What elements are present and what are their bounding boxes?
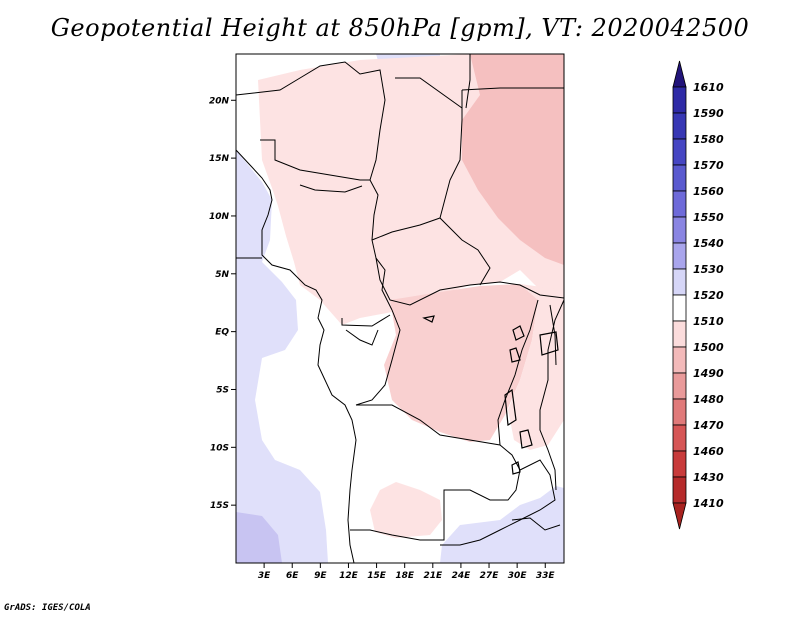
colorbar-label: 1570 bbox=[693, 159, 724, 172]
lon-tick-label: 12E bbox=[339, 571, 359, 581]
ocean-low-west bbox=[236, 150, 328, 563]
colorbar-swatch bbox=[672, 138, 687, 166]
colorbar-label: 1530 bbox=[693, 263, 724, 276]
border-line bbox=[395, 77, 463, 109]
colorbar-label: 1510 bbox=[693, 315, 724, 328]
border-line bbox=[375, 257, 565, 306]
colorbar-swatch bbox=[672, 190, 687, 218]
border-line bbox=[439, 90, 463, 219]
lake-outline bbox=[539, 331, 559, 356]
lon-tick-label: 27E bbox=[480, 571, 500, 581]
high-central-basin bbox=[384, 284, 538, 442]
ocean-low-southwest bbox=[236, 512, 282, 563]
lon-tick-label: 21E bbox=[423, 571, 443, 581]
colorbar-swatch bbox=[672, 424, 687, 452]
high-east bbox=[508, 284, 564, 450]
country-borders bbox=[235, 54, 565, 564]
colorbar-swatch bbox=[672, 216, 687, 244]
colorbar-label: 1610 bbox=[693, 81, 724, 94]
colorbar-swatch bbox=[672, 86, 687, 114]
colorbar-label: 1480 bbox=[693, 393, 724, 406]
border-line bbox=[461, 87, 564, 91]
lat-tick-label: 15S bbox=[210, 501, 229, 511]
colorbar: 1610 1590 1580 1570 1560 1550 1540 1530 1520 1510… bbox=[672, 60, 724, 530]
border-line bbox=[341, 314, 391, 327]
colorbar-swatch bbox=[672, 294, 687, 322]
lake-outline bbox=[504, 388, 517, 427]
map-frame bbox=[235, 53, 565, 564]
colorbar-label: 1540 bbox=[693, 237, 724, 250]
border-line bbox=[355, 309, 401, 406]
border-line bbox=[260, 139, 370, 181]
lat-tick-label: 5N bbox=[215, 270, 229, 280]
map-title: Geopotential Height at 850hPa [gpm], VT:… bbox=[50, 14, 750, 42]
lon-tick-label: 33E bbox=[536, 571, 556, 581]
colorbar-swatch bbox=[672, 242, 687, 270]
lake-outline bbox=[509, 347, 521, 363]
low-southeast bbox=[440, 486, 564, 563]
border-line bbox=[235, 149, 357, 564]
colorbar-label: 1490 bbox=[693, 367, 724, 380]
border-line bbox=[511, 517, 561, 531]
colorbar-top-arrow bbox=[672, 60, 687, 88]
colorbar-label: 1470 bbox=[693, 419, 724, 432]
colorbar-swatch bbox=[672, 476, 687, 504]
lat-tick-label: 10N bbox=[209, 212, 230, 222]
border-line bbox=[371, 217, 491, 286]
colorbar-swatch bbox=[672, 346, 687, 374]
colorbar-label: 1430 bbox=[693, 471, 724, 484]
lon-tick-label: 30E bbox=[508, 571, 528, 581]
lon-tick-label: 6E bbox=[286, 571, 299, 581]
lon-tick-label: 9E bbox=[314, 571, 327, 581]
colorbar-label: 1550 bbox=[693, 211, 724, 224]
latitude-axis: 20N 15N 10N 5N EQ 5S 10S 15S bbox=[209, 96, 236, 511]
lake-outline bbox=[422, 315, 435, 323]
border-line bbox=[539, 299, 565, 491]
lake-outline bbox=[519, 429, 533, 449]
colorbar-label: 1500 bbox=[693, 341, 724, 354]
border-line bbox=[369, 179, 393, 311]
lon-tick-label: 15E bbox=[367, 571, 387, 581]
border-line bbox=[465, 54, 471, 109]
border-line bbox=[497, 299, 539, 446]
colorbar-bottom-arrow bbox=[672, 502, 687, 530]
border-line bbox=[549, 304, 557, 366]
lat-tick-label: 10S bbox=[210, 443, 229, 453]
colorbar-label: 1560 bbox=[693, 185, 724, 198]
lake-outline bbox=[512, 325, 525, 341]
lat-tick-label: EQ bbox=[215, 328, 229, 338]
border-line bbox=[440, 459, 556, 546]
lat-tick-label: 20N bbox=[209, 96, 230, 106]
colorbar-label: 1520 bbox=[693, 289, 724, 302]
colorbar-swatch bbox=[672, 164, 687, 192]
colorbar-swatch bbox=[672, 372, 687, 400]
colorbar-swatch bbox=[672, 450, 687, 478]
lon-tick-label: 24E bbox=[452, 571, 472, 581]
lon-tick-label: 3E bbox=[258, 571, 271, 581]
lat-tick-label: 5S bbox=[216, 385, 229, 395]
lake-outline bbox=[511, 461, 521, 475]
grads-credit: GrADS: IGES/COLA bbox=[4, 603, 91, 613]
high-south-zambia bbox=[370, 482, 442, 538]
colorbar-label: 1410 bbox=[693, 497, 724, 510]
colorbar-swatch bbox=[672, 268, 687, 296]
lon-tick-label: 18E bbox=[395, 571, 415, 581]
high-northeast-deep bbox=[462, 54, 564, 265]
colorbar-swatch bbox=[672, 112, 687, 140]
colorbar-label: 1580 bbox=[693, 133, 724, 146]
colorbar-swatch bbox=[672, 320, 687, 348]
lat-tick-label: 15N bbox=[209, 154, 230, 164]
border-line bbox=[345, 329, 379, 346]
colorbar-label: 1460 bbox=[693, 445, 724, 458]
border-line bbox=[235, 61, 386, 181]
longitude-axis: 3E 6E 9E 12E 15E 18E 21E 24E 27E 30E 33E bbox=[258, 563, 556, 581]
border-line bbox=[350, 404, 521, 541]
height-field bbox=[236, 54, 564, 563]
border-line bbox=[299, 184, 363, 193]
colorbar-label: 1590 bbox=[693, 107, 724, 120]
colorbar-swatch bbox=[672, 398, 687, 426]
